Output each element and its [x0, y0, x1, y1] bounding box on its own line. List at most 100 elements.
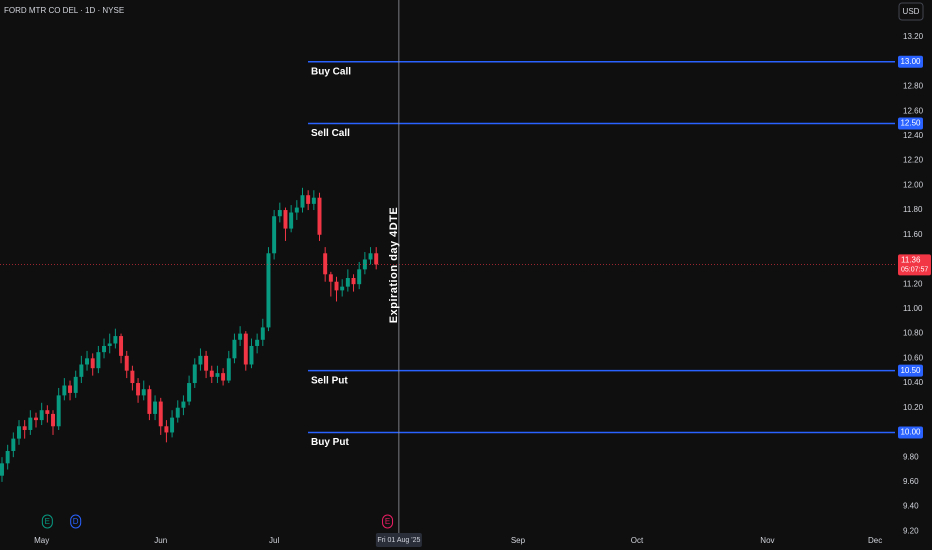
y-tick-label: 12.60	[903, 106, 924, 115]
x-tick-label: Sep	[511, 536, 526, 545]
candle-body	[187, 383, 192, 402]
y-tick-label: 12.40	[903, 131, 924, 140]
y-tick-label: 10.80	[903, 329, 924, 338]
currency-label[interactable]: USD	[903, 7, 920, 16]
candle-body	[0, 463, 4, 476]
candle-body	[39, 410, 44, 421]
x-tick-label: Nov	[760, 536, 774, 545]
candle-body	[243, 333, 248, 365]
y-tick-label: 13.20	[903, 32, 924, 41]
y-tick-label: 10.40	[903, 378, 924, 387]
candle-body	[306, 195, 311, 204]
candle-body	[226, 358, 231, 381]
candle-body	[22, 426, 27, 430]
candle-body	[345, 278, 350, 287]
price-line-name: Buy Call	[311, 66, 351, 77]
candle-body	[249, 345, 254, 365]
candle-body	[272, 216, 277, 254]
candle-body	[283, 210, 288, 229]
price-line-name: Sell Put	[311, 375, 348, 386]
y-tick-label: 11.20	[903, 279, 923, 288]
currency-button[interactable]	[898, 2, 924, 21]
y-tick-label: 9.20	[903, 526, 919, 535]
candle-body	[300, 195, 305, 208]
event-marker	[41, 514, 53, 529]
candle-body	[11, 438, 16, 451]
candle-body	[170, 417, 175, 433]
price-line-name: Buy Put	[311, 437, 349, 448]
date-tag-label: Fri 01 Aug '25	[377, 537, 420, 544]
candle-body	[357, 269, 362, 285]
candle-body	[45, 410, 50, 414]
last-price-tag	[898, 254, 931, 276]
candle-body	[362, 259, 367, 270]
candle-body	[204, 355, 209, 371]
x-tick-label: Jul	[269, 536, 279, 545]
candle-body	[68, 385, 73, 393]
y-tick-label: 12.20	[903, 156, 924, 165]
price-tag	[898, 55, 923, 68]
price-tag-label: 12.50	[900, 119, 921, 128]
price-tag	[898, 426, 923, 439]
y-tick-label: 12.80	[903, 82, 924, 91]
candle-body	[28, 417, 33, 430]
candle-body	[289, 212, 294, 229]
y-tick-label: 10.20	[903, 403, 924, 412]
y-tick-label: 11.60	[903, 230, 923, 239]
candle-body	[164, 426, 169, 433]
candle-body	[374, 253, 379, 265]
candle-body	[56, 395, 61, 427]
candle-body	[102, 345, 107, 353]
event-marker	[382, 514, 394, 529]
candle-body	[255, 339, 260, 346]
candle-body	[323, 253, 328, 275]
last-price-label: 11.36	[901, 256, 921, 265]
chart-title: FORD MTR CO DEL · 1D · NYSE	[4, 6, 124, 15]
candle-body	[192, 364, 197, 384]
x-tick-label: Dec	[868, 536, 882, 545]
y-tick-label: 12.00	[903, 180, 924, 189]
y-tick-label: 11.00	[903, 304, 923, 313]
event-marker	[70, 514, 82, 529]
candle-body	[311, 197, 316, 204]
candle-body	[317, 197, 322, 235]
candle-body	[141, 389, 146, 396]
candle-body	[232, 339, 237, 359]
candle-body	[90, 358, 95, 369]
candle-body	[238, 333, 243, 340]
x-tick-label: Jun	[154, 536, 167, 545]
candle-body	[277, 210, 282, 217]
candle-body	[158, 401, 163, 427]
x-tick-label: May	[34, 536, 49, 545]
y-tick-label: 11.80	[903, 205, 923, 214]
x-tick-label: Oct	[631, 536, 644, 545]
price-tag-label: 10.50	[900, 366, 921, 375]
candle-body	[130, 370, 135, 384]
candle-body	[215, 373, 220, 377]
candle-body	[62, 385, 67, 396]
price-tag	[898, 364, 923, 377]
candle-body	[260, 327, 265, 340]
price-tag	[898, 117, 923, 130]
event-label: E	[45, 517, 50, 526]
date-tag	[375, 533, 422, 547]
candle-body	[96, 352, 101, 369]
price-line-name: Sell Call	[311, 128, 350, 139]
candle-body	[79, 364, 84, 377]
candle-body	[198, 355, 203, 365]
candle-body	[340, 286, 345, 291]
candle-body	[107, 343, 112, 346]
candle-body	[73, 376, 78, 393]
candle-body	[175, 407, 180, 418]
candle-body	[5, 450, 10, 464]
price-tag-label: 13.00	[900, 57, 921, 66]
candle-body	[266, 253, 271, 328]
candle-body	[328, 274, 333, 282]
price-tag-label: 10.00	[900, 428, 921, 437]
candle-body	[181, 401, 186, 408]
event-label: E	[385, 517, 390, 526]
candle-body	[209, 370, 214, 377]
candle-body	[294, 207, 299, 213]
